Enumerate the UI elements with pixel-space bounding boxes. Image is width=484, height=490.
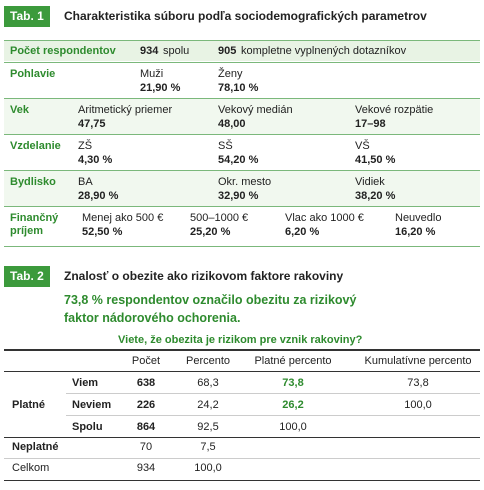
table-tag: Tab. 2 <box>4 266 50 287</box>
value: 934 <box>140 45 159 57</box>
row-label: Neplatné <box>12 441 59 453</box>
rule <box>4 437 480 438</box>
column-header: Počet <box>131 355 161 367</box>
table-title: Charakteristika súboru podľa sociodemogr… <box>64 9 427 23</box>
cell: 24,2 <box>197 399 219 411</box>
cell-value: 38,20 % <box>355 190 396 202</box>
rule <box>4 480 480 481</box>
cell-label: Menej ako 500 € <box>82 212 164 224</box>
cell: 100,0 <box>404 399 432 411</box>
cell-value: 25,20 % <box>190 226 231 238</box>
cell: 68,3 <box>197 377 219 389</box>
rule <box>4 171 480 206</box>
cell-label: VŠ <box>355 140 370 152</box>
rule <box>4 371 480 372</box>
row-label: Neviem <box>72 399 112 411</box>
rule <box>66 415 480 416</box>
row-label: Viem <box>72 377 99 389</box>
cell-value: 4,30 % <box>78 154 113 166</box>
cell: 73,8 <box>282 377 304 389</box>
rule <box>4 98 480 99</box>
table-title: Znalosť o obezite ako rizikovom faktore … <box>64 269 344 283</box>
cell: 73,8 <box>407 377 429 389</box>
rule <box>4 99 480 134</box>
row-label: Spolu <box>72 421 103 433</box>
cell: 100,0 <box>194 462 222 474</box>
rule <box>4 246 480 247</box>
cell-value: 17–98 <box>355 118 386 130</box>
row-label: Bydlisko <box>10 176 56 188</box>
row-label: Pohlavie <box>10 68 56 80</box>
cell-label: Vidiek <box>355 176 385 188</box>
row-label: Vzdelanie <box>10 140 61 152</box>
cell-label: 500–1000 € <box>190 212 249 224</box>
cell: 934 <box>136 462 156 474</box>
row-label: Vek <box>10 104 29 116</box>
text: spolu <box>163 45 190 57</box>
cell-value: 41,50 % <box>355 154 396 166</box>
cell-label: Vekové rozpätie <box>355 104 434 116</box>
row-label: Finančný príjem <box>10 212 59 237</box>
cell-label: SŠ <box>218 140 233 152</box>
row-label: Celkom <box>12 462 50 474</box>
cell-label: Neuvedlo <box>395 212 442 224</box>
column-header: Platné percento <box>254 355 332 367</box>
cell: 70 <box>139 441 153 453</box>
cell-label: ZŠ <box>78 140 93 152</box>
cell: 638 <box>136 377 156 389</box>
cell-value: 78,10 % <box>218 82 259 94</box>
rule <box>4 170 480 171</box>
rule <box>4 40 480 41</box>
rule <box>4 40 480 61</box>
cell: 226 <box>136 399 156 411</box>
rule <box>4 349 480 351</box>
cell: 864 <box>136 421 156 433</box>
cell-label: BA <box>78 176 93 188</box>
table-tag: Tab. 1 <box>4 6 50 27</box>
row-label: Počet respondentov <box>10 45 116 57</box>
rule <box>4 458 480 459</box>
text: kompletne vyplnených dotazníkov <box>241 45 407 57</box>
group-label: Platné <box>12 399 46 411</box>
cell-label: Aritmetický priemer <box>78 104 173 116</box>
cell-value: 21,90 % <box>140 82 181 94</box>
column-header: Percento <box>185 355 231 367</box>
cell-value: 52,50 % <box>82 226 123 238</box>
question: Viete, že obezita je rizikom pre vznik r… <box>118 334 363 346</box>
cell-label: Vlac ako 1000 € <box>285 212 364 224</box>
rule <box>4 206 480 207</box>
rule <box>66 393 480 394</box>
cell-label: Ženy <box>218 68 243 80</box>
rule <box>4 62 480 63</box>
cell-value: 47,75 <box>78 118 106 130</box>
cell-label: Okr. mesto <box>218 176 272 188</box>
cell-value: 32,90 % <box>218 190 259 202</box>
cell: 92,5 <box>197 421 219 433</box>
cell-value: 28,90 % <box>78 190 119 202</box>
cell-value: 48,00 <box>218 118 246 130</box>
cell-label: Muži <box>140 68 164 80</box>
rule <box>4 134 480 135</box>
value: 905 <box>218 45 237 57</box>
column-header: Kumulatívne percento <box>364 355 472 367</box>
finding: 73,8 % respondentov označilo obezitu za … <box>64 293 357 325</box>
cell-value: 54,20 % <box>218 154 259 166</box>
cell-value: 6,20 % <box>285 226 320 238</box>
cell: 100,0 <box>279 421 307 433</box>
cell: 7,5 <box>200 441 216 453</box>
cell-value: 16,20 % <box>395 226 436 238</box>
cell: 26,2 <box>282 399 304 411</box>
cell-label: Vekový medián <box>218 104 293 116</box>
